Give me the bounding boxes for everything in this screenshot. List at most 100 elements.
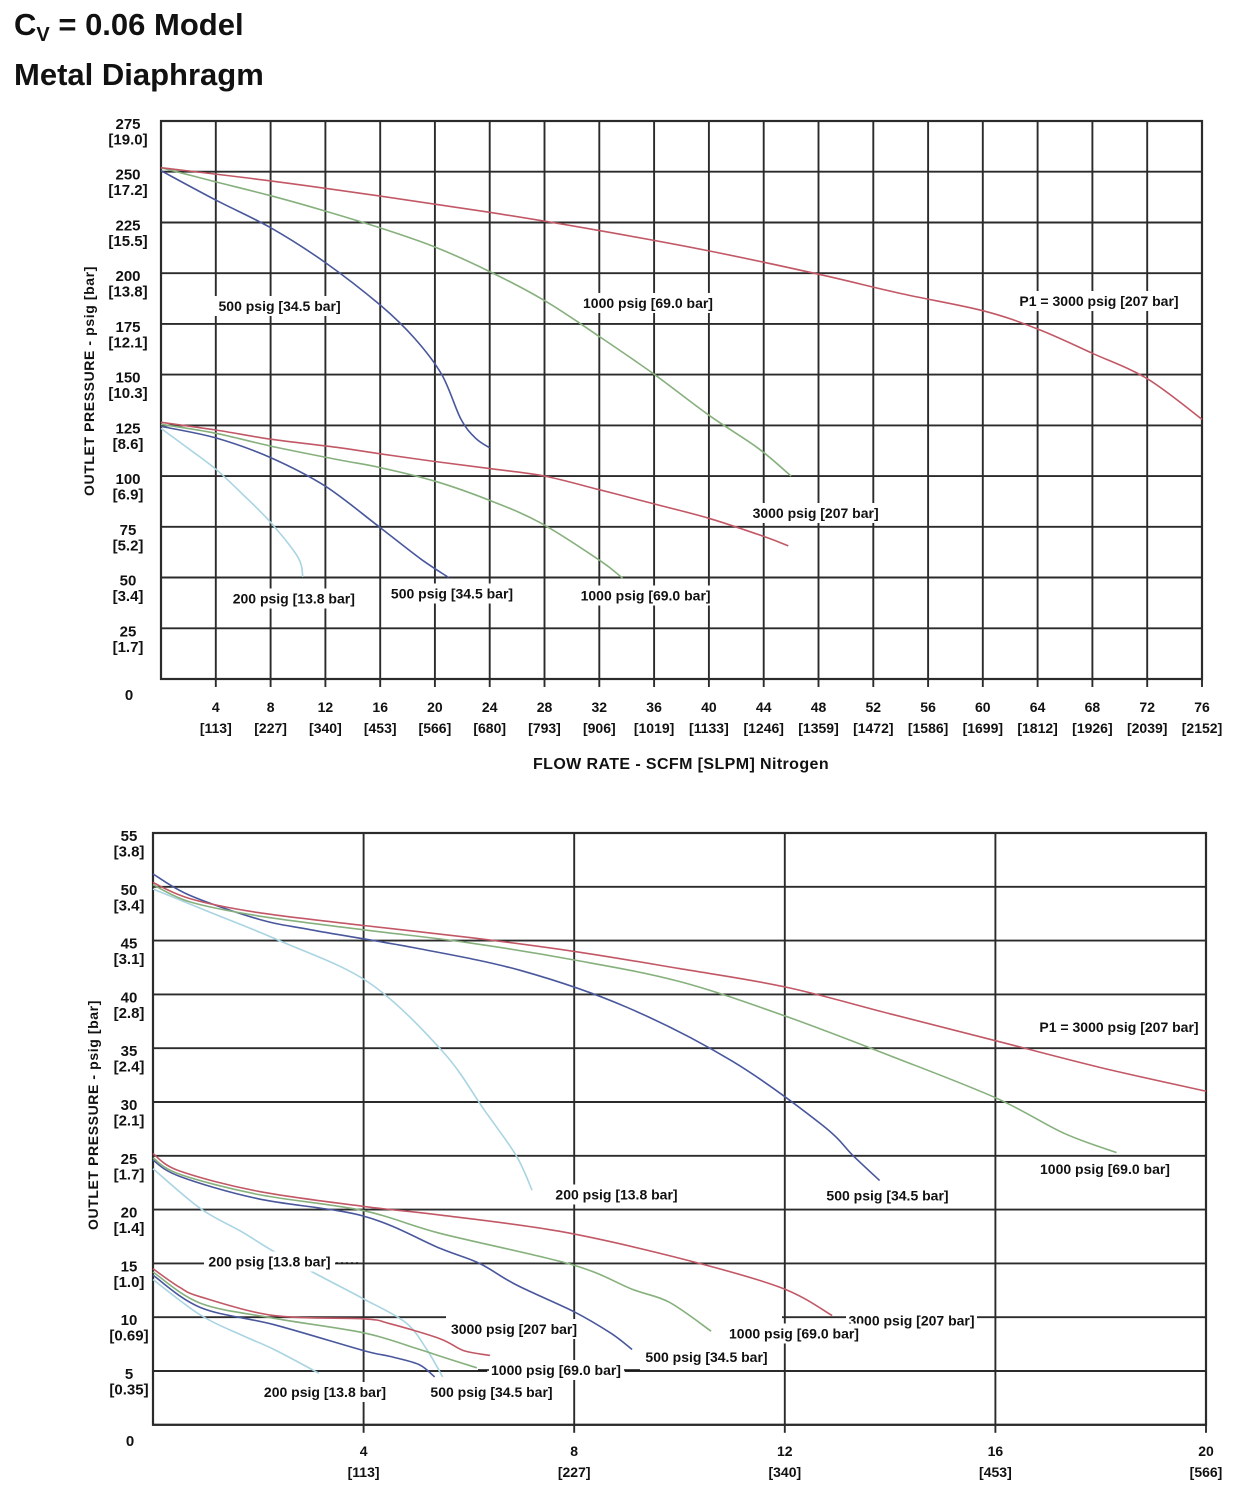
svg-text:64: 64	[1030, 699, 1046, 715]
svg-text:200 psig [13.8 bar]: 200 psig [13.8 bar]	[555, 1187, 677, 1203]
svg-text:[15.5]: [15.5]	[108, 233, 147, 250]
svg-text:36: 36	[646, 699, 662, 715]
svg-text:0: 0	[126, 1433, 134, 1450]
svg-text:20: 20	[1198, 1443, 1214, 1459]
svg-text:[1246]: [1246]	[743, 720, 783, 736]
svg-text:1000 psig [69.0 bar]: 1000 psig [69.0 bar]	[1040, 1161, 1170, 1177]
svg-text:16: 16	[372, 699, 388, 715]
svg-text:200 psig [13.8 bar]: 200 psig [13.8 bar]	[264, 1384, 386, 1400]
svg-text:44: 44	[756, 699, 772, 715]
svg-text:[12.1]: [12.1]	[108, 334, 147, 351]
svg-text:275: 275	[115, 116, 140, 133]
svg-text:1000 psig [69.0 bar]: 1000 psig [69.0 bar]	[729, 1326, 859, 1342]
svg-text:55: 55	[121, 828, 138, 845]
svg-text:12: 12	[318, 699, 334, 715]
svg-text:16: 16	[988, 1443, 1004, 1459]
svg-text:100: 100	[115, 471, 140, 488]
svg-text:[10.3]: [10.3]	[108, 385, 147, 402]
svg-text:200: 200	[115, 268, 140, 285]
svg-text:60: 60	[975, 699, 991, 715]
svg-text:1000 psig [69.0 bar]: 1000 psig [69.0 bar]	[583, 295, 713, 311]
svg-text:10: 10	[121, 1312, 138, 1329]
svg-text:[13.8]: [13.8]	[108, 284, 147, 301]
svg-text:0: 0	[125, 687, 133, 704]
svg-text:OUTLET PRESSURE - psig [bar]: OUTLET PRESSURE - psig [bar]	[81, 266, 97, 496]
svg-text:[1812]: [1812]	[1017, 720, 1057, 736]
svg-text:50: 50	[120, 573, 137, 590]
svg-text:4: 4	[360, 1443, 368, 1459]
svg-text:52: 52	[866, 699, 882, 715]
svg-text:4: 4	[212, 699, 220, 715]
svg-text:500 psig [34.5 bar]: 500 psig [34.5 bar]	[826, 1188, 948, 1204]
svg-text:35: 35	[121, 1043, 138, 1060]
svg-text:3000 psig [207 bar]: 3000 psig [207 bar]	[451, 1321, 577, 1337]
svg-text:Metal Diaphragm: Metal Diaphragm	[14, 57, 264, 92]
svg-text:P1 = 3000 psig [207 bar]: P1 = 3000 psig [207 bar]	[1039, 1019, 1198, 1035]
svg-text:200 psig [13.8 bar]: 200 psig [13.8 bar]	[208, 1254, 330, 1270]
svg-text:CV = 0.06 Model: CV = 0.06 Model	[14, 7, 244, 46]
svg-text:500 psig [34.5 bar]: 500 psig [34.5 bar]	[645, 1349, 767, 1365]
svg-text:[2152]: [2152]	[1182, 720, 1222, 736]
svg-text:[2.8]: [2.8]	[114, 1005, 145, 1022]
svg-text:24: 24	[482, 699, 498, 715]
svg-text:[3.4]: [3.4]	[113, 588, 144, 605]
svg-text:[1359]: [1359]	[798, 720, 838, 736]
svg-text:[453]: [453]	[979, 1464, 1012, 1480]
svg-text:[340]: [340]	[768, 1464, 801, 1480]
svg-text:[566]: [566]	[419, 720, 452, 736]
svg-text:50: 50	[121, 882, 138, 899]
svg-text:200 psig [13.8 bar]: 200 psig [13.8 bar]	[233, 591, 355, 607]
svg-text:[1.0]: [1.0]	[114, 1274, 145, 1291]
svg-text:[113]: [113]	[348, 1464, 380, 1480]
svg-text:1000 psig [69.0 bar]: 1000 psig [69.0 bar]	[581, 588, 711, 604]
svg-text:500 psig [34.5 bar]: 500 psig [34.5 bar]	[219, 298, 341, 314]
svg-text:3000 psig [207 bar]: 3000 psig [207 bar]	[753, 505, 879, 521]
svg-text:[566]: [566]	[1190, 1464, 1223, 1480]
svg-text:[2.4]: [2.4]	[114, 1059, 145, 1076]
svg-text:[19.0]: [19.0]	[108, 132, 147, 149]
svg-text:[1926]: [1926]	[1072, 720, 1112, 736]
svg-text:[340]: [340]	[309, 720, 342, 736]
svg-text:5: 5	[125, 1366, 133, 1383]
svg-text:68: 68	[1085, 699, 1101, 715]
svg-text:OUTLET PRESSURE - psig [bar]: OUTLET PRESSURE - psig [bar]	[85, 1000, 101, 1230]
svg-text:[906]: [906]	[583, 720, 616, 736]
svg-text:[1.7]: [1.7]	[113, 639, 144, 656]
svg-text:8: 8	[570, 1443, 578, 1459]
svg-text:500 psig [34.5 bar]: 500 psig [34.5 bar]	[430, 1384, 552, 1400]
svg-text:56: 56	[920, 699, 936, 715]
svg-text:[1699]: [1699]	[963, 720, 1003, 736]
svg-text:[17.2]: [17.2]	[108, 182, 147, 199]
svg-text:48: 48	[811, 699, 827, 715]
svg-text:[1472]: [1472]	[853, 720, 893, 736]
svg-text:76: 76	[1194, 699, 1210, 715]
svg-text:12: 12	[777, 1443, 793, 1459]
svg-text:75: 75	[120, 522, 137, 539]
svg-text:32: 32	[592, 699, 608, 715]
svg-text:[227]: [227]	[558, 1464, 591, 1480]
svg-text:500 psig [34.5 bar]: 500 psig [34.5 bar]	[391, 586, 513, 602]
svg-text:125: 125	[115, 420, 140, 437]
svg-text:25: 25	[120, 623, 137, 640]
svg-text:[1586]: [1586]	[908, 720, 948, 736]
svg-text:[8.6]: [8.6]	[113, 436, 144, 453]
svg-text:225: 225	[115, 218, 140, 235]
svg-text:8: 8	[267, 699, 275, 715]
svg-text:[3.8]: [3.8]	[114, 844, 145, 861]
svg-text:[793]: [793]	[528, 720, 561, 736]
svg-text:175: 175	[115, 319, 140, 336]
svg-text:72: 72	[1139, 699, 1155, 715]
svg-text:[2.1]: [2.1]	[114, 1113, 145, 1130]
svg-text:[2039]: [2039]	[1127, 720, 1167, 736]
svg-text:[1019]: [1019]	[634, 720, 674, 736]
svg-text:25: 25	[121, 1151, 138, 1168]
svg-text:45: 45	[121, 936, 138, 953]
svg-text:15: 15	[121, 1258, 138, 1275]
svg-text:40: 40	[701, 699, 717, 715]
svg-text:[1.4]: [1.4]	[114, 1220, 145, 1237]
svg-text:[0.69]: [0.69]	[109, 1328, 148, 1345]
svg-text:[5.2]: [5.2]	[113, 537, 144, 554]
svg-text:[6.9]: [6.9]	[113, 487, 144, 504]
svg-text:[680]: [680]	[473, 720, 506, 736]
svg-text:30: 30	[121, 1097, 138, 1114]
